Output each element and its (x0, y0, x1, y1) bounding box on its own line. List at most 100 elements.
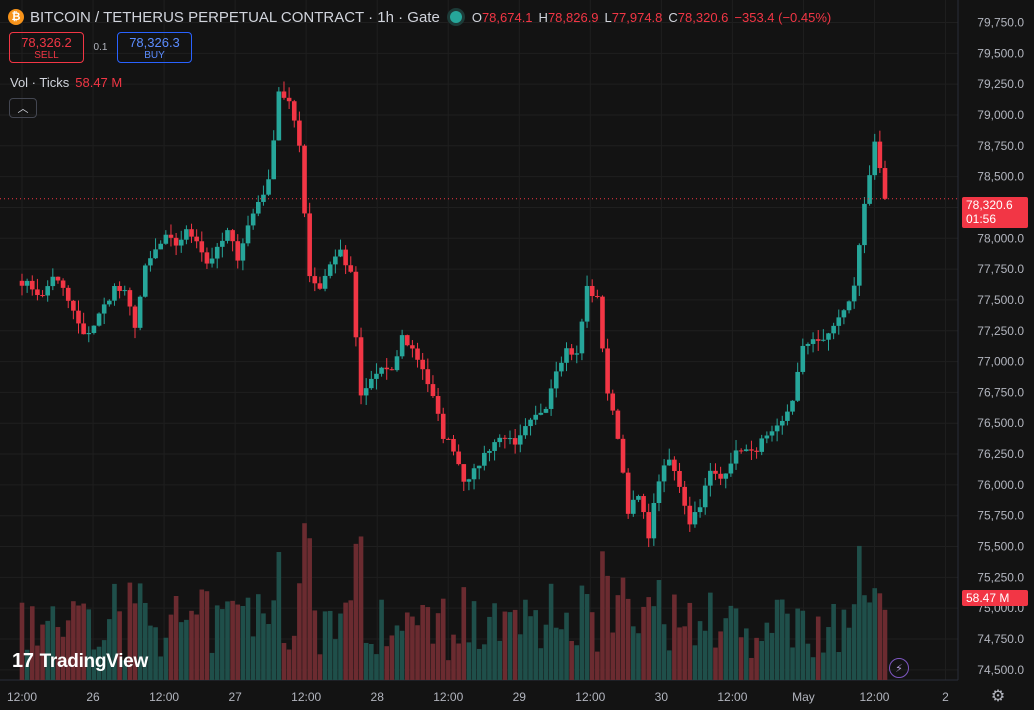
candle-body (882, 168, 888, 199)
volume-bar (96, 646, 102, 680)
volume-bar (677, 627, 682, 680)
volume-bar (230, 600, 235, 680)
volume-bar (142, 602, 148, 680)
volume-bar (297, 583, 302, 680)
volume-bar (322, 611, 328, 680)
volume-price-tag: 58.47 M (962, 590, 1028, 606)
y-tick-label: 74,750.0 (977, 632, 1024, 646)
symbol-title[interactable]: BITCOIN / TETHERUS PERPETUAL CONTRACT · … (30, 8, 440, 26)
x-tick-label: 29 (513, 690, 527, 704)
candle-body (610, 393, 616, 411)
candle-body (245, 225, 251, 244)
volume-bar (158, 656, 163, 680)
volume-bar (369, 643, 374, 680)
candle-body (857, 245, 862, 286)
volume-bar (404, 612, 410, 680)
lightning-icon[interactable]: ⚡ (889, 658, 909, 678)
volume-bar (779, 599, 785, 680)
candle-body (173, 237, 179, 246)
candle-body (379, 367, 384, 374)
candle-body (71, 300, 76, 311)
collapse-legend-button[interactable]: ︿ (9, 98, 37, 118)
candle-body (276, 91, 282, 141)
candle-body (641, 496, 646, 513)
y-tick-label: 77,000.0 (977, 355, 1024, 369)
candle-body (271, 140, 277, 180)
candle-body (440, 413, 446, 439)
volume-bar (112, 583, 117, 680)
volume-bar (815, 616, 821, 680)
volume-bar (846, 627, 852, 680)
candle-body (744, 449, 749, 452)
volume-bar (862, 595, 867, 680)
candle-body (548, 388, 554, 409)
volume-bar (682, 626, 687, 680)
candle-body (785, 411, 790, 421)
tradingview-logo[interactable]: 17 TradingView (12, 650, 148, 673)
volume-bar (40, 624, 45, 680)
y-tick-label: 76,250.0 (977, 447, 1024, 461)
volume-bar (548, 583, 554, 680)
volume-bar (302, 523, 307, 680)
candle-body (281, 91, 287, 98)
volume-bar (826, 627, 831, 680)
candle-body (790, 400, 795, 412)
volume-bar (291, 635, 297, 680)
volume-bar (451, 634, 456, 680)
volume-bar (718, 631, 723, 680)
volume-bar (610, 632, 616, 680)
volume-bar (240, 605, 246, 680)
volume-bar (374, 654, 379, 680)
candle-body (312, 276, 318, 284)
candle-body (425, 369, 431, 385)
volume-bar (65, 620, 71, 680)
volume-bar (153, 627, 158, 680)
volume-bar (836, 652, 842, 680)
last-price-tag: 78,320.6 01:56 (962, 197, 1028, 228)
x-tick-label: 12:00 (575, 690, 605, 704)
volume-bar (24, 649, 30, 680)
candle-body (410, 345, 415, 349)
bitcoin-icon: ₿ (8, 9, 24, 25)
candle-body (363, 388, 369, 396)
candle-body (821, 339, 826, 341)
volume-bar (543, 624, 549, 680)
volume-bar (163, 637, 169, 680)
candle-body (625, 472, 631, 514)
volume-bar (646, 597, 652, 680)
candle-body (600, 296, 605, 349)
volume-bar (769, 632, 775, 680)
candle-body (122, 290, 128, 292)
x-tick-label: 12:00 (149, 690, 179, 704)
candle-body (872, 141, 878, 176)
y-tick-label: 78,500.0 (977, 170, 1024, 184)
candle-body (492, 442, 497, 451)
candle-body (399, 335, 405, 357)
candle-body (194, 236, 199, 242)
volume-bar (117, 611, 122, 680)
candle-body (178, 239, 184, 246)
sell-button[interactable]: 78,326.2 SELL (9, 32, 84, 63)
volume-bar (754, 637, 759, 680)
candle-body (713, 470, 718, 474)
volume-bar (790, 647, 795, 680)
buy-button[interactable]: 78,326.3 BUY (117, 32, 192, 63)
candle-body (404, 335, 410, 346)
candle-body (40, 295, 45, 297)
last-price-label: 78,320.6 (966, 198, 1013, 212)
candle-body (579, 321, 585, 354)
volume-bar (636, 633, 641, 680)
spread-value: 0.1 (93, 42, 108, 53)
y-tick-label: 76,750.0 (977, 385, 1024, 399)
candle-body (471, 468, 477, 480)
volume-bar (446, 660, 451, 680)
volume-bar (517, 634, 523, 680)
candle-body (666, 459, 672, 466)
y-tick-label: 76,500.0 (977, 416, 1024, 430)
y-tick-label: 75,750.0 (977, 509, 1024, 523)
candle-body (708, 470, 713, 486)
gear-icon[interactable]: ⚙ (990, 688, 1006, 705)
volume-bar (728, 605, 734, 680)
candle-body (569, 348, 574, 355)
